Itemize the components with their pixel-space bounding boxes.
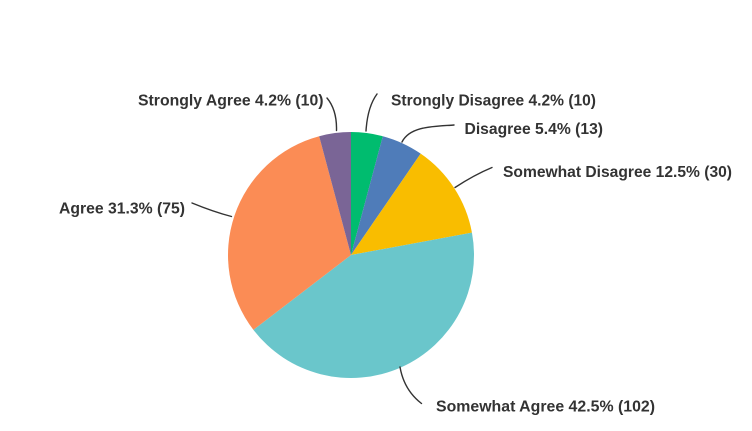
svg-text:Agree 31.3% (75): Agree 31.3% (75) [59,201,185,218]
svg-text:Disagree 5.4% (13): Disagree 5.4% (13) [465,121,604,138]
svg-text:Strongly Disagree 4.2% (10): Strongly Disagree 4.2% (10) [391,93,596,110]
svg-text:Strongly Agree 4.2% (10): Strongly Agree 4.2% (10) [138,93,324,110]
svg-text:Somewhat Agree 42.5% (102): Somewhat Agree 42.5% (102) [436,399,655,416]
svg-text:Somewhat Disagree 12.5% (30): Somewhat Disagree 12.5% (30) [503,164,732,181]
